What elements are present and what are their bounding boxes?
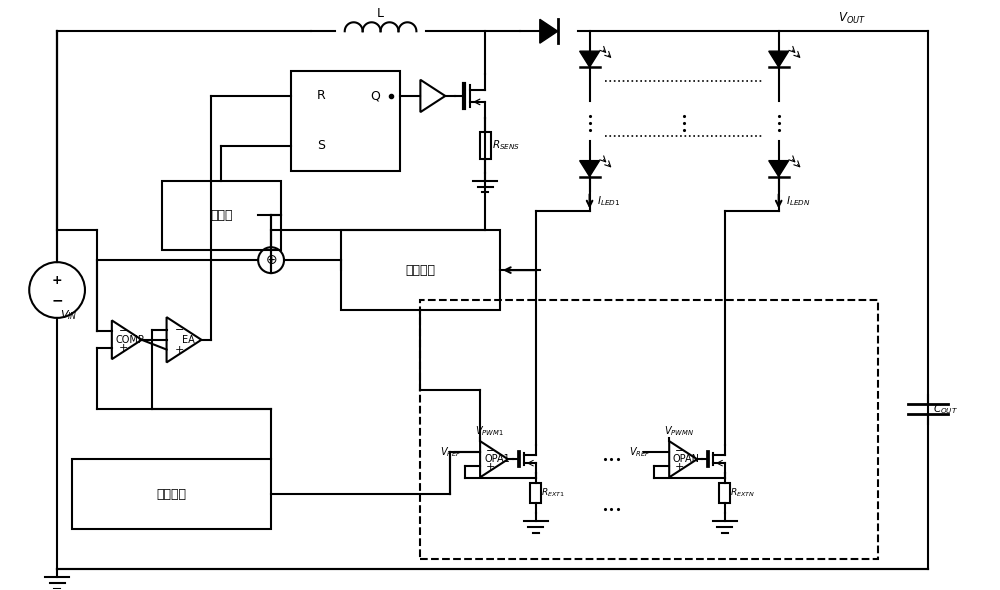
Text: $V_{REF}$: $V_{REF}$ <box>629 445 651 459</box>
Text: +: + <box>175 345 185 355</box>
Text: $R_{EXT1}$: $R_{EXT1}$ <box>541 487 565 499</box>
FancyBboxPatch shape <box>291 71 400 171</box>
Text: OPAN: OPAN <box>673 454 700 464</box>
Text: Q: Q <box>371 90 381 103</box>
Polygon shape <box>769 51 789 67</box>
Text: $I_{LEDN}$: $I_{LEDN}$ <box>786 195 810 208</box>
Polygon shape <box>580 51 600 67</box>
Text: −: − <box>675 447 684 457</box>
Text: $V_{OUT}$: $V_{OUT}$ <box>838 11 867 27</box>
FancyBboxPatch shape <box>480 132 491 159</box>
Text: −: − <box>486 447 495 457</box>
Text: S: S <box>317 139 325 152</box>
FancyBboxPatch shape <box>530 483 541 503</box>
FancyBboxPatch shape <box>719 483 730 503</box>
FancyBboxPatch shape <box>162 181 281 250</box>
Text: COMP: COMP <box>116 335 145 345</box>
Text: $V_{PWM1}$: $V_{PWM1}$ <box>475 424 504 438</box>
Text: −: − <box>175 325 185 335</box>
Text: $C_{OUT}$: $C_{OUT}$ <box>933 402 958 417</box>
Text: R: R <box>316 90 325 103</box>
Text: $V_{REF}$: $V_{REF}$ <box>440 445 462 459</box>
Text: 电压选择: 电压选择 <box>405 264 435 277</box>
Text: $I_{LED1}$: $I_{LED1}$ <box>597 195 620 208</box>
Polygon shape <box>769 160 789 176</box>
FancyBboxPatch shape <box>341 230 500 310</box>
Text: $\oplus$: $\oplus$ <box>265 253 277 267</box>
Polygon shape <box>580 160 600 176</box>
Text: 振荡器: 振荡器 <box>210 209 233 222</box>
Text: $R_{EXTN}$: $R_{EXTN}$ <box>730 487 755 499</box>
Text: EA: EA <box>182 335 195 345</box>
Text: $V_{IN}$: $V_{IN}$ <box>60 308 78 322</box>
Text: +: + <box>118 343 128 353</box>
Polygon shape <box>540 19 558 43</box>
Text: L: L <box>377 7 384 20</box>
Text: +: + <box>675 462 684 472</box>
Text: −: − <box>118 326 128 336</box>
Text: OPA1: OPA1 <box>484 454 510 464</box>
Bar <box>420 300 878 559</box>
Text: +: + <box>52 274 62 287</box>
Text: −: − <box>51 293 63 307</box>
Text: +: + <box>486 462 495 472</box>
FancyBboxPatch shape <box>72 459 271 529</box>
Text: $R_{SENS}$: $R_{SENS}$ <box>492 138 520 152</box>
Text: 电压基准: 电压基准 <box>157 487 187 500</box>
Text: $V_{PWMN}$: $V_{PWMN}$ <box>664 424 695 438</box>
